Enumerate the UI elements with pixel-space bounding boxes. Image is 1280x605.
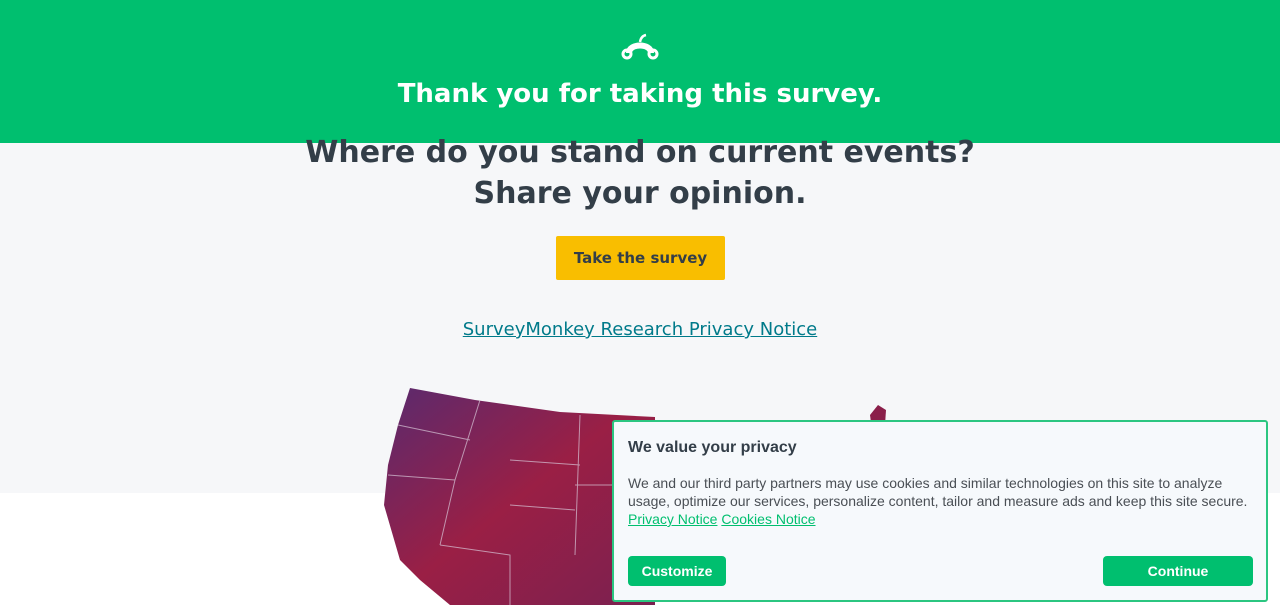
page-title: Thank you for taking this survey. [397, 79, 883, 109]
cookie-body: We and our third party partners may use … [628, 475, 1248, 527]
customize-button[interactable]: Customize [628, 556, 726, 586]
cookie-consent-dialog: We value your privacy We and our third p… [612, 420, 1268, 602]
privacy-notice-link[interactable]: Privacy Notice [628, 511, 718, 527]
take-survey-button[interactable]: Take the survey [556, 236, 725, 280]
privacy-notice-link[interactable]: SurveyMonkey Research Privacy Notice [462, 319, 818, 340]
continue-button[interactable]: Continue [1103, 556, 1253, 586]
header: Thank you for taking this survey. [0, 0, 1280, 143]
cookies-notice-link[interactable]: Cookies Notice [721, 511, 816, 527]
promo-heading: Where do you stand on current events? Sha… [305, 135, 975, 211]
surveymonkey-logo-icon [621, 33, 659, 60]
cookie-title: We value your privacy [628, 439, 797, 456]
